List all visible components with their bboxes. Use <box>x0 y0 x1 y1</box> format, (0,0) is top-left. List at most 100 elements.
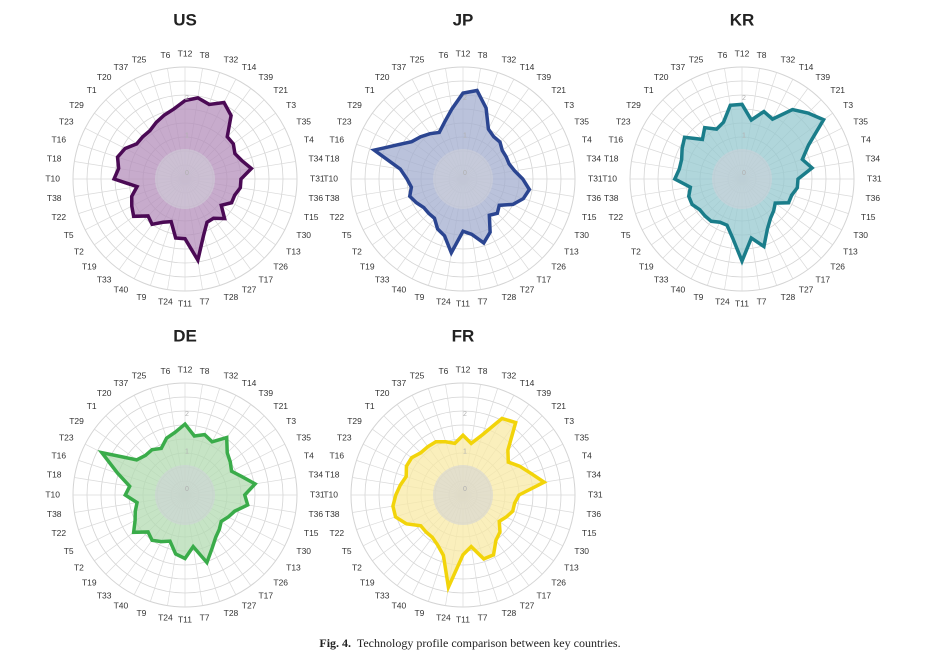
category-label: T9 <box>136 292 146 302</box>
category-label: T37 <box>114 378 129 388</box>
category-label: T27 <box>242 601 257 611</box>
category-label: T22 <box>51 528 66 538</box>
category-label: T28 <box>502 292 517 302</box>
category-label: T23 <box>616 117 631 127</box>
category-label: T7 <box>200 297 210 307</box>
category-label: T38 <box>47 509 62 519</box>
category-label: T9 <box>414 608 424 618</box>
ring-label: 0 <box>185 170 189 177</box>
category-label: T25 <box>410 54 425 64</box>
category-label: T16 <box>329 135 344 145</box>
category-label: T33 <box>97 274 112 284</box>
category-label: T37 <box>392 378 407 388</box>
category-label: T35 <box>296 433 311 443</box>
category-label: T8 <box>478 50 488 60</box>
category-label: T21 <box>830 85 845 95</box>
category-label: T20 <box>654 72 669 82</box>
category-label: T19 <box>360 262 375 272</box>
category-label: T18 <box>47 154 62 164</box>
category-label: T36 <box>865 193 880 203</box>
category-label: T5 <box>342 230 352 240</box>
category-label: T1 <box>87 401 97 411</box>
category-label: T36 <box>586 509 601 519</box>
category-label: T32 <box>224 370 239 380</box>
category-label: T39 <box>815 72 830 82</box>
category-label: T40 <box>671 285 686 295</box>
category-label: T8 <box>757 50 767 60</box>
category-label: T29 <box>347 100 362 110</box>
category-label: T1 <box>644 85 654 95</box>
category-label: T26 <box>551 262 566 272</box>
category-label: T34 <box>586 154 601 164</box>
caption-text: Technology profile comparison between ke… <box>356 636 621 650</box>
category-label: T21 <box>273 401 288 411</box>
category-label: T9 <box>414 292 424 302</box>
category-label: T4 <box>582 451 592 461</box>
category-label: T30 <box>574 230 589 240</box>
category-label: T4 <box>582 135 592 145</box>
category-label: T26 <box>551 578 566 588</box>
category-label: T14 <box>242 62 257 72</box>
category-label: T20 <box>97 388 112 398</box>
category-label: T14 <box>520 378 535 388</box>
category-label: T12 <box>735 48 750 58</box>
category-label: T10 <box>602 173 617 183</box>
category-label: T17 <box>815 274 830 284</box>
panel-title: DE <box>173 326 197 345</box>
category-label: T6 <box>160 366 170 376</box>
category-label: T17 <box>536 274 551 284</box>
category-label: T4 <box>861 135 871 145</box>
category-label: T18 <box>47 470 62 480</box>
ring-label: 1 <box>185 133 189 140</box>
category-label: T16 <box>329 451 344 461</box>
category-label: T19 <box>639 262 654 272</box>
category-label: T40 <box>392 285 407 295</box>
category-label: T33 <box>654 274 669 284</box>
inner-disc <box>712 149 772 209</box>
panel-title: FR <box>452 326 475 345</box>
category-label: T16 <box>608 135 623 145</box>
ring-label: 2 <box>742 95 746 102</box>
category-label: T38 <box>604 193 619 203</box>
category-label: T25 <box>410 370 425 380</box>
inner-disc <box>155 465 215 525</box>
ring-label: 1 <box>463 449 467 456</box>
category-label: T27 <box>520 285 535 295</box>
inner-disc <box>433 465 493 525</box>
category-label: T11 <box>178 614 192 624</box>
category-label: T13 <box>286 247 301 257</box>
category-label: T22 <box>608 212 623 222</box>
category-label: T1 <box>365 85 375 95</box>
category-label: T31 <box>310 489 325 499</box>
ring-label: 2 <box>463 95 467 102</box>
category-label: T7 <box>757 297 767 307</box>
category-label: T3 <box>564 416 574 426</box>
category-label: T27 <box>799 285 814 295</box>
category-label: T15 <box>861 212 876 222</box>
ring-label: 1 <box>463 133 467 140</box>
category-label: T32 <box>502 370 517 380</box>
category-label: T2 <box>352 563 362 573</box>
category-label: T13 <box>564 247 579 257</box>
category-label: T29 <box>347 416 362 426</box>
category-label: T39 <box>536 72 551 82</box>
category-label: T8 <box>200 366 210 376</box>
category-label: T18 <box>325 470 340 480</box>
category-label: T35 <box>296 117 311 127</box>
category-label: T36 <box>308 193 323 203</box>
category-label: T33 <box>375 590 390 600</box>
category-label: T24 <box>158 297 173 307</box>
category-label: T34 <box>586 470 601 480</box>
category-label: T6 <box>438 366 448 376</box>
category-label: T19 <box>360 578 375 588</box>
ring-label: 0 <box>463 486 467 493</box>
category-label: T2 <box>352 247 362 257</box>
category-label: T19 <box>82 578 97 588</box>
category-label: T37 <box>392 62 407 72</box>
category-label: T30 <box>296 230 311 240</box>
category-label: T11 <box>178 298 192 308</box>
ring-label: 2 <box>185 95 189 102</box>
category-label: T12 <box>456 48 471 58</box>
category-label: T32 <box>781 54 796 64</box>
